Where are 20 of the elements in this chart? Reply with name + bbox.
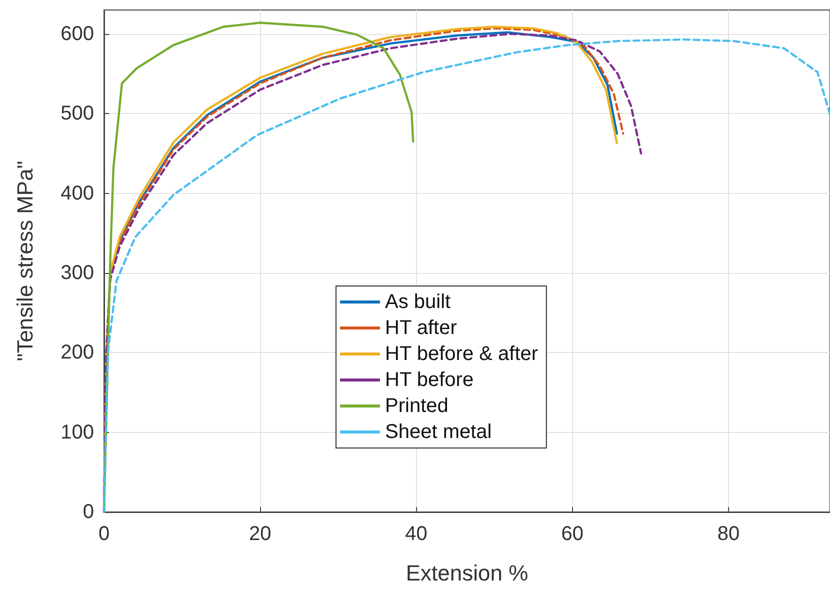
legend-label: Printed xyxy=(385,395,448,417)
y-tick-label: 600 xyxy=(60,22,94,45)
x-tick-label: 0 xyxy=(98,523,110,545)
x-tick-label: 40 xyxy=(405,523,428,545)
y-axis-title: "Tensile stress MPa" xyxy=(12,160,38,362)
x-tick-label: 20 xyxy=(249,523,272,545)
x-tick-label: 80 xyxy=(717,523,740,545)
y-tick-label: 300 xyxy=(60,262,94,284)
legend-label: As built xyxy=(385,291,452,313)
y-tick-label: 400 xyxy=(60,182,94,204)
legend-label: HT before & after xyxy=(385,343,538,365)
legend-label: HT after xyxy=(385,317,458,339)
y-tick-label: 200 xyxy=(60,342,94,364)
legend-label: Sheet metal xyxy=(385,421,492,443)
x-tick-label: 60 xyxy=(561,523,584,545)
x-axis-title: Extension % xyxy=(406,560,528,586)
legend-label: HT before xyxy=(385,369,474,391)
y-tick-label: 0 xyxy=(82,501,94,523)
y-tick-label: 500 xyxy=(60,102,94,125)
y-tick-label: 100 xyxy=(60,421,94,444)
